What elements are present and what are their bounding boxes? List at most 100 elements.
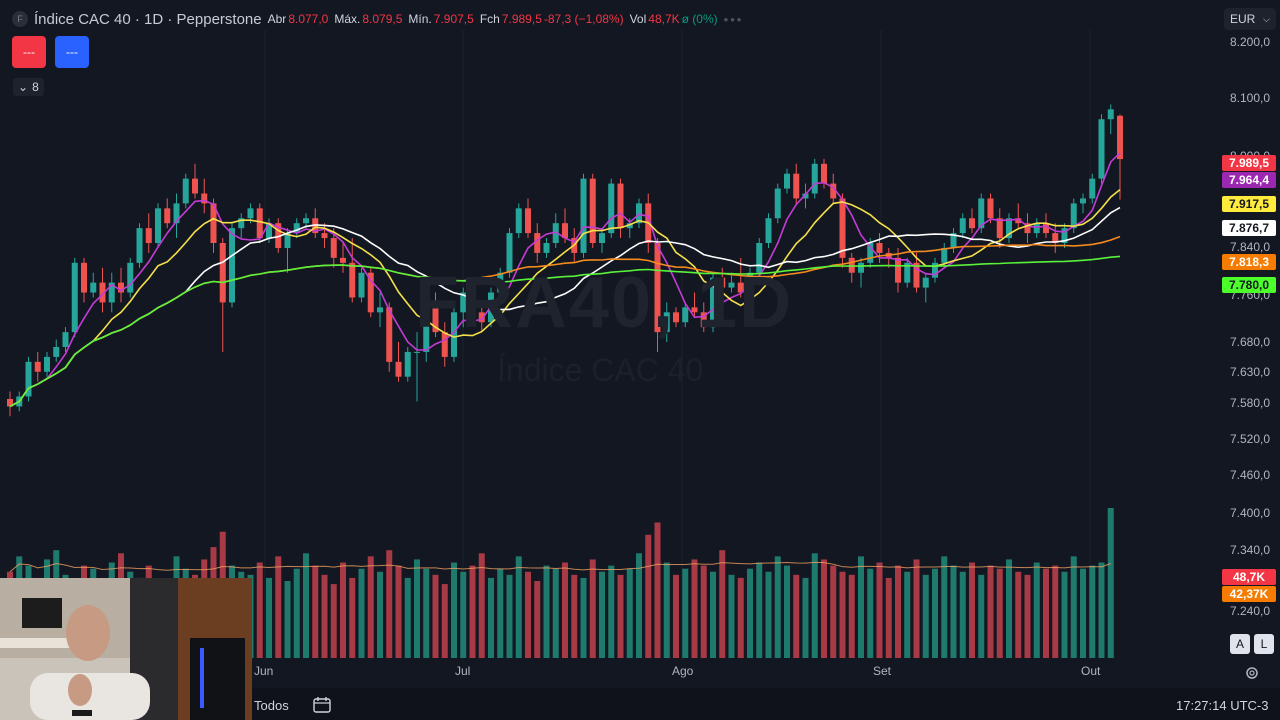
candle: [580, 173, 587, 258]
volume-bar: [441, 584, 448, 658]
symbol-title[interactable]: Índice CAC 40 · 1D · Pepperstone: [34, 10, 262, 28]
volume-bar: [275, 556, 282, 658]
indicator-button-blue[interactable]: ---: [55, 36, 89, 68]
volume-bar: [1043, 568, 1049, 658]
candle: [25, 356, 32, 402]
volume-bar: [599, 571, 605, 658]
candle: [691, 292, 698, 318]
candle: [108, 272, 115, 313]
volume-bar: [848, 574, 855, 658]
volume-bar: [580, 577, 587, 658]
volume-bar: [978, 574, 985, 658]
volume-bar: [256, 562, 263, 658]
ma-line-20: [9, 206, 1121, 408]
volume-bar: [830, 565, 837, 658]
candle: [367, 267, 374, 318]
candle: [62, 327, 69, 352]
calendar-range-icon[interactable]: [312, 696, 332, 714]
volume-bar: [488, 577, 494, 658]
price-tag: 7.964,4: [1222, 172, 1276, 188]
candle: [53, 339, 60, 362]
candle: [506, 228, 513, 278]
candle: [71, 257, 78, 338]
volume-bar: [654, 522, 661, 658]
volume-bar: [552, 568, 559, 658]
volume-bar: [525, 571, 531, 658]
chart-grid: [264, 30, 1091, 660]
volume-value: 48,7K: [648, 12, 680, 26]
low-value: 7.907,5: [433, 12, 474, 26]
candle: [784, 168, 790, 194]
price-scale-tick: 7.240,0: [1230, 604, 1271, 618]
volume-bar: [617, 574, 624, 658]
candle: [118, 267, 124, 303]
log-scale-button[interactable]: L: [1254, 634, 1274, 654]
indicator-button-red[interactable]: ---: [12, 36, 46, 68]
candle: [756, 238, 763, 278]
candle: [673, 307, 679, 328]
low-label: Mín.: [408, 12, 432, 26]
volume-bar: [1006, 559, 1012, 658]
candle: [432, 292, 439, 338]
candle: [201, 178, 208, 214]
volume-bar: [589, 559, 596, 658]
volume-bar: [330, 584, 337, 658]
time-label-ago: Ago: [672, 664, 694, 678]
candle: [127, 257, 134, 298]
ma-line-5: [9, 152, 1121, 408]
auto-scale-button[interactable]: A: [1230, 634, 1250, 654]
candle: [848, 252, 855, 283]
volume-bar: [414, 559, 420, 658]
candle: [534, 223, 541, 263]
candle: [155, 203, 161, 248]
volume-bar: [765, 571, 772, 658]
volume-bar: [691, 559, 698, 658]
close-value: 7.989,5: [501, 12, 542, 26]
volume-bar: [876, 562, 883, 658]
candle: [969, 208, 975, 234]
volume-ma-line: [9, 561, 1111, 573]
ma-line-200: [9, 255, 1121, 408]
candle: [386, 302, 393, 372]
candle: [210, 198, 217, 253]
volume-bar: [959, 571, 966, 658]
volume-bar: [922, 574, 929, 658]
range-all-button[interactable]: Todos: [254, 698, 289, 713]
volume-bar: [515, 556, 522, 658]
time-label-jul: Jul: [455, 664, 471, 678]
candle: [219, 238, 226, 352]
price-scale-tick: 7.460,0: [1230, 468, 1271, 482]
candle: [312, 208, 319, 239]
clock-timezone[interactable]: 17:27:14 UTC-3: [1176, 698, 1269, 713]
volume-bar: [432, 574, 439, 658]
open-label: Abr: [267, 12, 287, 26]
volume-tag-current: 48,7K: [1222, 569, 1276, 585]
volume-bar: [1070, 556, 1077, 658]
price-scale-tick: 8.200,0: [1230, 35, 1271, 49]
volume-bar: [747, 568, 753, 658]
currency-select[interactable]: EUR ⌵: [1224, 8, 1276, 30]
candle: [802, 183, 809, 209]
time-label-jun: Jun: [254, 664, 274, 678]
volume-label: Vol: [629, 12, 647, 26]
volume-bar: [321, 574, 328, 658]
settings-gear-icon[interactable]: [1244, 665, 1260, 681]
candle: [932, 257, 938, 283]
symbol-legend: F Índice CAC 40 · 1D · Pepperstone Abr 8…: [12, 9, 743, 29]
volume-bar: [377, 571, 383, 658]
candle: [1098, 114, 1105, 184]
candle: [164, 198, 171, 229]
candle: [358, 267, 365, 303]
candle: [1080, 193, 1086, 214]
candle: [617, 178, 624, 239]
volume-bar: [293, 568, 300, 658]
time-label-set: Set: [873, 664, 892, 678]
candle: [256, 203, 263, 244]
price-scale-tick: 7.400,0: [1230, 506, 1271, 520]
more-options-icon[interactable]: •••: [723, 11, 744, 27]
volume-bar: [839, 571, 846, 658]
candle: [1033, 218, 1040, 239]
indicators-collapse-toggle[interactable]: ⌄ 8: [13, 78, 44, 96]
volume-bar: [811, 553, 818, 658]
candle: [913, 252, 920, 293]
